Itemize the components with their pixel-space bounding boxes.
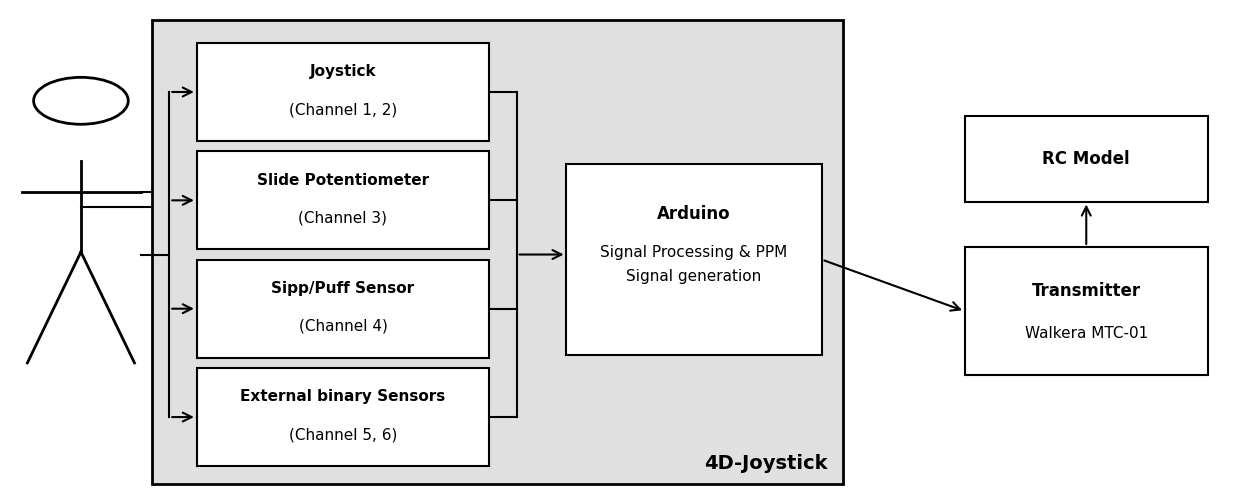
Bar [152,20,843,484]
Text: 4D-Joystick: 4D-Joystick [705,454,828,473]
Bar [965,116,1208,202]
Bar [197,43,489,141]
Text: (Channel 5, 6): (Channel 5, 6) [289,427,397,442]
Bar [566,164,822,355]
Text: (Channel 4): (Channel 4) [299,319,387,334]
Text: Signal Processing & PPM
Signal generation: Signal Processing & PPM Signal generatio… [600,245,788,284]
Bar [197,151,489,249]
Text: Arduino: Arduino [657,205,731,223]
Text: (Channel 1, 2): (Channel 1, 2) [289,102,397,117]
Bar [965,247,1208,375]
Text: (Channel 3): (Channel 3) [299,211,387,225]
Text: RC Model: RC Model [1042,150,1130,168]
Text: Walkera MTC-01: Walkera MTC-01 [1025,327,1148,341]
Text: Slide Potentiometer: Slide Potentiometer [256,173,430,187]
Bar [197,260,489,358]
Text: External binary Sensors: External binary Sensors [240,390,446,404]
Text: Sipp/Puff Sensor: Sipp/Puff Sensor [271,281,415,296]
Bar [197,368,489,466]
Text: Transmitter: Transmitter [1032,282,1140,300]
Text: Joystick: Joystick [310,65,376,79]
